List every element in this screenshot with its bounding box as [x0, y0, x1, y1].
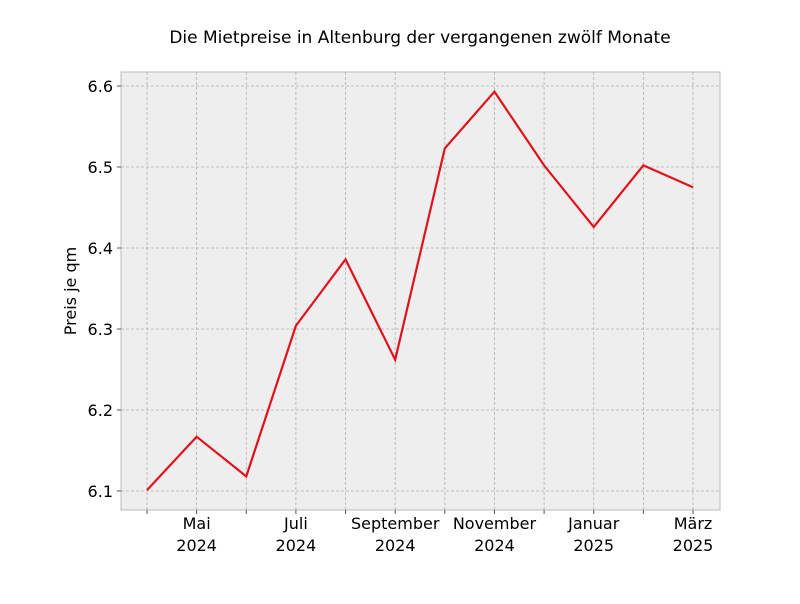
line-series [146, 89, 694, 491]
y-tick-label: 6.1 [88, 482, 113, 501]
x-tick-label: November [453, 514, 537, 533]
x-tick-label: Juli [283, 514, 308, 533]
x-tick-label: März [674, 514, 713, 533]
y-tick-label: 6.3 [88, 320, 113, 339]
x-tick-label: 2024 [176, 536, 217, 555]
x-tick-label: 2024 [474, 536, 515, 555]
y-tick-label: 6.2 [88, 401, 113, 420]
y-axis-label: Preis je qm [61, 247, 80, 335]
x-tick-label: September [351, 514, 440, 533]
x-tick-label: 2025 [673, 536, 714, 555]
x-tick-label: 2025 [573, 536, 614, 555]
x-tick-label: 2024 [375, 536, 416, 555]
x-tick-label: Januar [567, 514, 620, 533]
y-tick-label: 6.4 [88, 239, 113, 258]
y-tick-label: 6.5 [88, 158, 113, 177]
chart-title: Die Mietpreise in Altenburg der vergange… [169, 28, 670, 48]
y-tick-label: 6.6 [88, 77, 113, 96]
plot-area [120, 71, 721, 511]
x-tick-label: 2024 [276, 536, 317, 555]
x-tick-label: Mai [183, 514, 211, 533]
